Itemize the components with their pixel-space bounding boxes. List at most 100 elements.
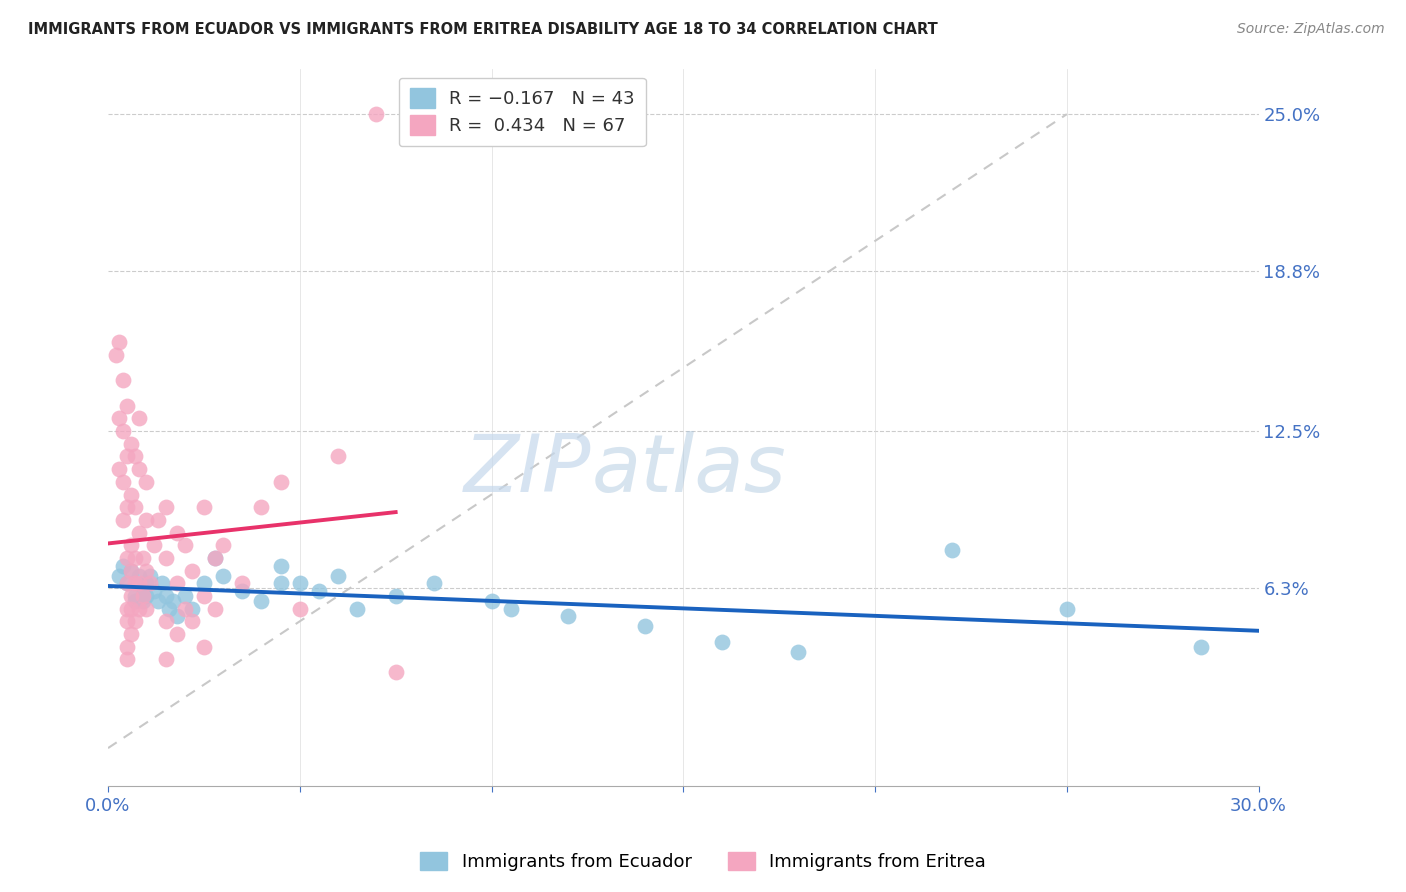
Point <box>128 525 150 540</box>
Point <box>193 500 215 515</box>
Point <box>139 576 162 591</box>
Point <box>115 550 138 565</box>
Point <box>120 487 142 501</box>
Text: atlas: atlas <box>592 432 786 509</box>
Point <box>108 462 131 476</box>
Point <box>181 564 204 578</box>
Point <box>1056 601 1078 615</box>
Point <box>366 107 388 121</box>
Point <box>112 475 135 489</box>
Legend: R = −​0.167   N = 43, R =  0.434   N = 67: R = −​0.167 N = 43, R = 0.434 N = 67 <box>399 78 645 146</box>
Point <box>166 576 188 591</box>
Point <box>115 601 138 615</box>
Point <box>131 582 153 596</box>
Point <box>204 550 226 565</box>
Point <box>288 601 311 615</box>
Point <box>326 450 349 464</box>
Point <box>108 568 131 582</box>
Point <box>143 583 166 598</box>
Point <box>557 609 579 624</box>
Point <box>135 589 157 603</box>
Point <box>108 335 131 350</box>
Point <box>155 615 177 629</box>
Point <box>231 576 253 591</box>
Point <box>120 589 142 603</box>
Point <box>139 568 162 582</box>
Point <box>112 513 135 527</box>
Point <box>104 348 127 362</box>
Point <box>481 594 503 608</box>
Point <box>131 594 153 608</box>
Point <box>135 576 157 591</box>
Point <box>112 373 135 387</box>
Point <box>155 652 177 666</box>
Point <box>634 619 657 633</box>
Point <box>384 589 406 603</box>
Point <box>499 601 522 615</box>
Point <box>115 615 138 629</box>
Point <box>193 589 215 603</box>
Point <box>120 627 142 641</box>
Point <box>128 462 150 476</box>
Point <box>124 594 146 608</box>
Point <box>124 615 146 629</box>
Point <box>128 411 150 425</box>
Point <box>231 583 253 598</box>
Point <box>128 601 150 615</box>
Point <box>250 500 273 515</box>
Point <box>212 568 235 582</box>
Point <box>128 568 150 582</box>
Point <box>288 576 311 591</box>
Point <box>166 609 188 624</box>
Point <box>124 450 146 464</box>
Point <box>166 627 188 641</box>
Point <box>120 538 142 552</box>
Point <box>115 576 138 591</box>
Point <box>423 576 446 591</box>
Point <box>250 594 273 608</box>
Point <box>131 589 153 603</box>
Point <box>212 538 235 552</box>
Point <box>115 576 138 591</box>
Point <box>124 550 146 565</box>
Point <box>120 564 142 578</box>
Point <box>155 500 177 515</box>
Point <box>173 589 195 603</box>
Point <box>146 594 169 608</box>
Point <box>115 399 138 413</box>
Point <box>710 634 733 648</box>
Point <box>120 437 142 451</box>
Point <box>135 475 157 489</box>
Point <box>346 601 368 615</box>
Point <box>146 513 169 527</box>
Point <box>124 589 146 603</box>
Point <box>108 411 131 425</box>
Point <box>308 583 330 598</box>
Point <box>204 601 226 615</box>
Point <box>135 564 157 578</box>
Point <box>193 576 215 591</box>
Point <box>270 576 292 591</box>
Point <box>135 601 157 615</box>
Point <box>131 550 153 565</box>
Point <box>120 564 142 578</box>
Point <box>166 525 188 540</box>
Point <box>124 576 146 591</box>
Point <box>150 576 173 591</box>
Point <box>204 550 226 565</box>
Point <box>157 601 180 615</box>
Point <box>155 589 177 603</box>
Point <box>173 538 195 552</box>
Point <box>162 594 184 608</box>
Text: IMMIGRANTS FROM ECUADOR VS IMMIGRANTS FROM ERITREA DISABILITY AGE 18 TO 34 CORRE: IMMIGRANTS FROM ECUADOR VS IMMIGRANTS FR… <box>28 22 938 37</box>
Point <box>155 550 177 565</box>
Point <box>128 576 150 591</box>
Point <box>115 640 138 654</box>
Point <box>270 475 292 489</box>
Point <box>181 601 204 615</box>
Point <box>384 665 406 679</box>
Point <box>115 450 138 464</box>
Point <box>181 615 204 629</box>
Text: ZIP: ZIP <box>464 432 592 509</box>
Point <box>941 543 963 558</box>
